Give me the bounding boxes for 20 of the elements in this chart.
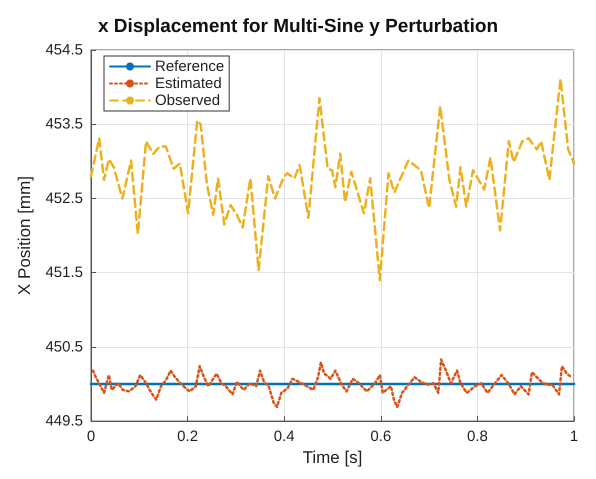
x-tick-label: 0.2 <box>177 428 198 446</box>
y-axis-title: X Position [mm] <box>15 176 34 296</box>
y-tick-label: 453.5 <box>45 116 83 133</box>
x-tick-label: 0.6 <box>370 428 392 446</box>
y-tick-label: 449.5 <box>45 412 83 430</box>
legend-label: Observed <box>155 92 220 109</box>
y-tick-label: 451.5 <box>45 264 83 282</box>
x-tick-label: 0.8 <box>466 428 488 446</box>
line-series <box>90 78 576 282</box>
y-tick-label: 452.5 <box>45 190 83 207</box>
legend-label: Reference <box>155 58 224 75</box>
legend-label: Estimated <box>155 75 222 92</box>
y-tick-label: 454.5 <box>45 42 83 58</box>
x-tick-label: 0 <box>86 428 96 446</box>
x-tick-label: 1 <box>570 428 578 446</box>
chart-title: x Displacement for Multi-Sine y Perturbation <box>98 16 498 37</box>
x-tick-label: 0.4 <box>274 428 295 446</box>
x-axis-title: Time [s] <box>302 448 362 467</box>
line-series <box>92 358 573 408</box>
y-tick-label: 450.5 <box>45 338 83 356</box>
